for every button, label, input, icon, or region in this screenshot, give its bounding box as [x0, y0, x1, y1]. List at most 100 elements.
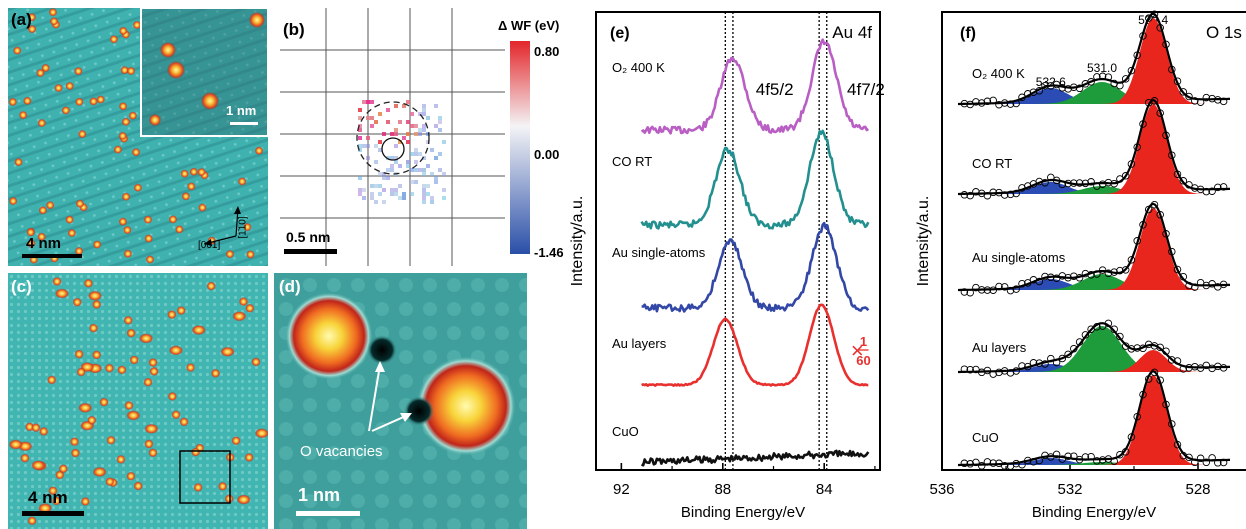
data-point	[1208, 94, 1216, 103]
data-point	[1006, 190, 1015, 199]
data-point	[1116, 81, 1124, 90]
data-point	[1070, 344, 1078, 353]
data-point	[1133, 143, 1141, 151]
peak-label: 4f7/2	[847, 80, 885, 99]
component-peak	[999, 350, 1224, 372]
data-point	[1162, 40, 1170, 49]
x-axis-label: Binding Energy/eV	[681, 504, 805, 521]
data-point	[1168, 65, 1176, 74]
data-point	[960, 99, 969, 108]
data-point	[1024, 279, 1032, 287]
panel-e-label: (e)	[610, 25, 630, 42]
data-point	[1035, 87, 1044, 95]
data-point	[1162, 347, 1170, 355]
series-label: Au layers	[612, 336, 667, 351]
data-point	[1035, 277, 1044, 286]
data-point	[995, 100, 1003, 109]
data-point	[1139, 120, 1147, 128]
data-point	[1168, 247, 1176, 256]
panel-f-svg: 536 532 528 Binding Energy/eV Intensity/a.u.…	[915, 10, 1246, 521]
data-point	[1012, 99, 1020, 108]
data-point	[1087, 271, 1095, 279]
data-point	[1070, 272, 1078, 280]
data-point	[1093, 270, 1101, 278]
series-label: Au layers	[972, 340, 1027, 355]
panel-d-scalebar	[296, 511, 360, 516]
data-point	[1202, 187, 1211, 196]
data-point	[1116, 175, 1124, 183]
data-point	[977, 286, 986, 294]
data-point	[1144, 205, 1153, 214]
data-point	[1029, 88, 1038, 96]
data-point	[1000, 99, 1009, 107]
data-point	[1156, 109, 1164, 117]
data-point	[1179, 272, 1188, 281]
data-point	[1064, 452, 1072, 461]
o-vacancies-label: O vacancies	[300, 443, 383, 460]
component-peak	[999, 186, 1224, 194]
data-point	[1087, 78, 1095, 86]
data-point	[1121, 75, 1130, 83]
data-point	[1219, 458, 1228, 467]
data-point	[1104, 269, 1113, 278]
adatom-dots	[8, 276, 268, 526]
data-point	[1041, 360, 1049, 368]
data-point	[1018, 279, 1026, 288]
data-point	[1075, 84, 1084, 93]
data-point	[1041, 272, 1049, 281]
panel-a-inset-scalebar	[230, 122, 258, 125]
series-line	[640, 449, 870, 467]
data-point	[1035, 177, 1044, 186]
data-point	[995, 282, 1003, 291]
data-point	[1098, 266, 1107, 274]
data-point	[1024, 456, 1032, 465]
data-point	[960, 288, 969, 296]
data-point	[1214, 183, 1222, 192]
data-point	[1006, 100, 1015, 108]
data-point	[1116, 332, 1124, 341]
data-point	[1058, 354, 1067, 363]
y-axis-label: Intensity/a.u.	[569, 196, 586, 287]
data-point	[1179, 451, 1188, 460]
data-point	[1081, 453, 1090, 461]
panel-d-stm-image: (d) O vacancies 1 nm	[274, 273, 527, 529]
panel-a-axes-arrows	[203, 206, 241, 246]
data-point	[1098, 180, 1107, 188]
data-point	[1179, 177, 1188, 185]
colorbar-title: Δ WF (eV)	[498, 18, 560, 33]
data-point	[1156, 24, 1164, 32]
data-point	[1173, 265, 1182, 274]
colorbar-tick-mid: 0.00	[534, 147, 560, 162]
series-label: O₂ 400 K	[972, 66, 1025, 81]
data-point	[1012, 367, 1020, 375]
panel-e-chart: 92 88 84 Binding Energy/eV Intensity/a.u. Au …	[560, 0, 900, 529]
data-point	[1052, 450, 1061, 459]
x-tick-label: 88	[714, 481, 731, 498]
data-point	[989, 188, 997, 197]
colorbar	[510, 41, 530, 254]
data-point	[1052, 80, 1061, 89]
data-point	[1116, 450, 1124, 459]
data-point	[1127, 256, 1136, 264]
data-point	[1162, 400, 1170, 409]
data-point	[1139, 344, 1147, 353]
data-point	[1064, 85, 1072, 93]
chart-title: O 1s	[1206, 23, 1242, 42]
y-axis-label: Intensity/a.u.	[915, 196, 932, 287]
scale-note-numerator: 1	[860, 334, 867, 349]
data-point	[966, 365, 974, 374]
data-point	[1219, 97, 1228, 106]
wf-pixels	[358, 100, 446, 204]
data-point	[1024, 362, 1032, 371]
data-point	[972, 188, 980, 196]
series-label: O₂ 400 K	[612, 60, 665, 75]
data-point	[1150, 368, 1159, 377]
data-point	[1191, 458, 1199, 467]
data-point	[1133, 237, 1141, 245]
data-point	[1018, 460, 1026, 469]
data-point	[1191, 184, 1199, 192]
data-point	[1070, 452, 1078, 460]
data-point	[1202, 458, 1211, 467]
panel-b-wf-map: (b) Δ WF (eV) 0.80 0.00 -1.46 0.5 nm	[280, 8, 578, 266]
data-point	[1029, 457, 1038, 466]
